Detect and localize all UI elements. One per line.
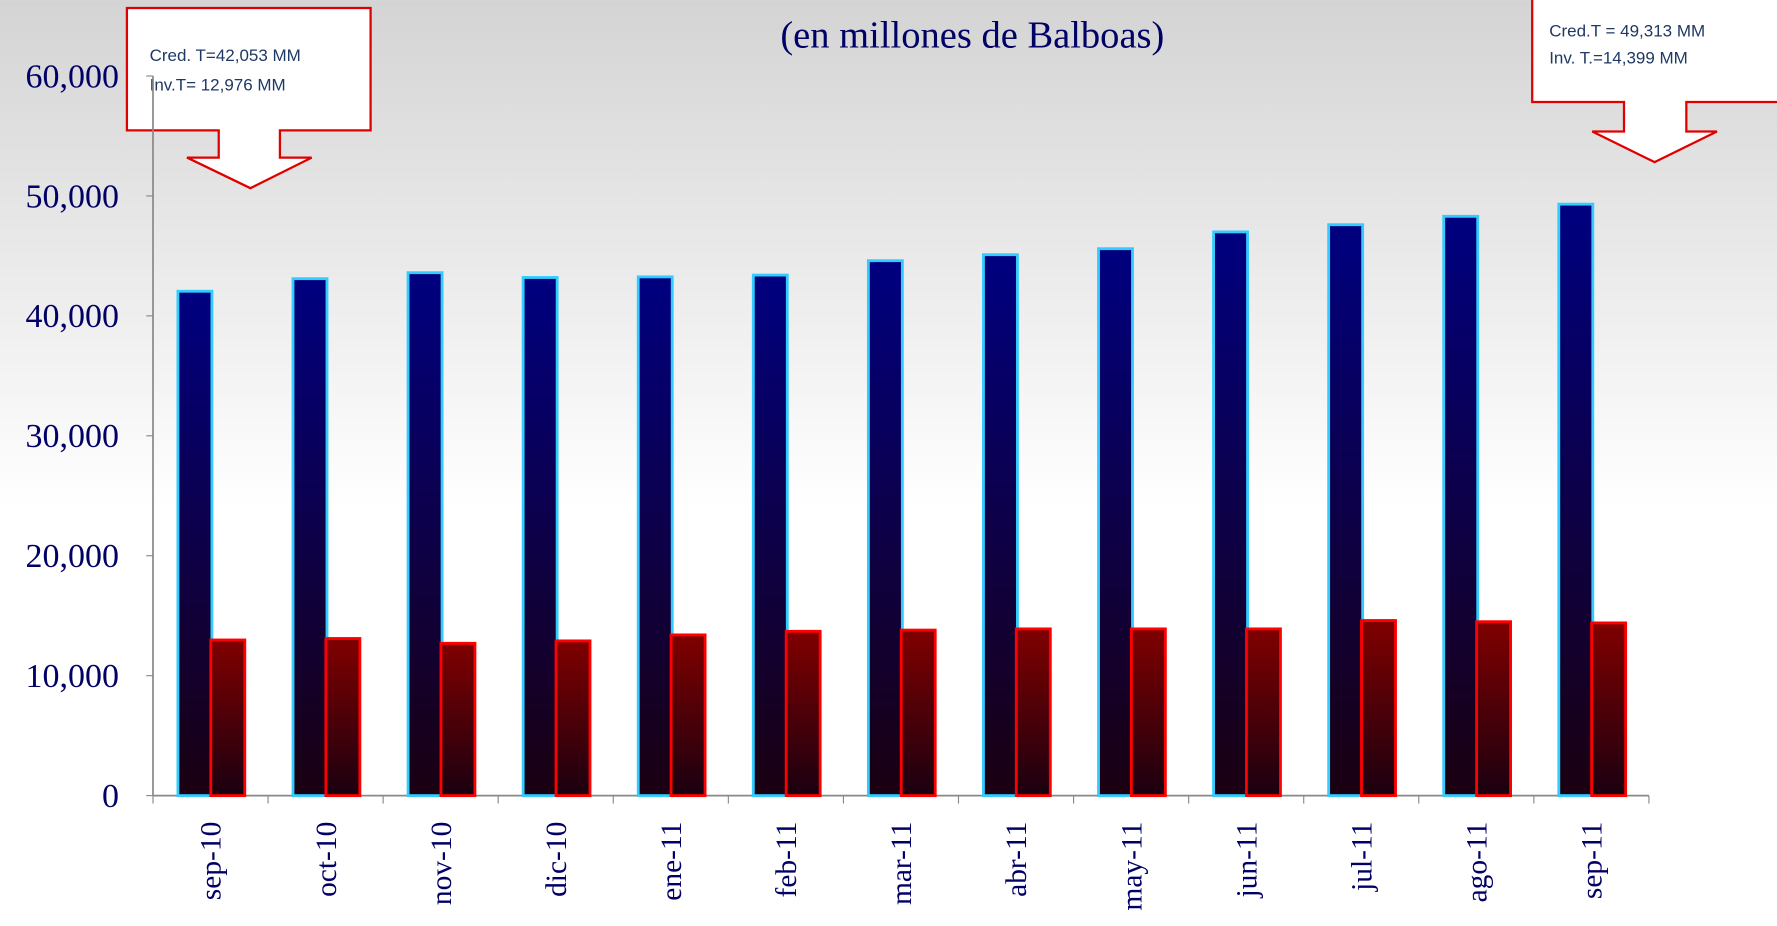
- bar: [1097, 247, 1134, 798]
- bar: [324, 637, 362, 798]
- y-tick-label: 60,000: [26, 58, 119, 95]
- x-tick-label: ene-11: [656, 822, 688, 901]
- x-tick-label: oct-10: [311, 822, 343, 897]
- bar: [982, 253, 1019, 798]
- bar: [1442, 214, 1480, 798]
- bar: [439, 641, 477, 798]
- callout: [1531, 0, 1777, 164]
- bar: [1245, 627, 1282, 798]
- bar: [406, 271, 444, 798]
- bar: [291, 277, 329, 798]
- x-tick-label: feb-11: [771, 822, 803, 898]
- bar: [899, 628, 937, 798]
- bar: [784, 629, 822, 798]
- x-tick-label: sep-10: [196, 822, 228, 901]
- y-tick-label: 10,000: [26, 658, 119, 695]
- bar: [1212, 230, 1249, 798]
- bar: [176, 289, 214, 798]
- y-tick-label: 50,000: [26, 178, 119, 215]
- callout: [125, 6, 372, 190]
- x-tick-label: may-11: [1116, 822, 1148, 911]
- bar: [751, 273, 789, 798]
- x-tick-label: dic-10: [541, 822, 573, 897]
- x-tick-label: jun-11: [1231, 822, 1263, 899]
- x-tick-label: jul-11: [1346, 822, 1378, 892]
- bar: [866, 259, 904, 798]
- annotation: Inv. T.=14,399 MM: [1549, 49, 1688, 68]
- bar: [1590, 621, 1628, 798]
- bar: [636, 275, 674, 798]
- x-tick-label: nov-10: [426, 822, 458, 905]
- y-tick-label: 30,000: [26, 418, 119, 455]
- x-tick-label: sep-11: [1577, 822, 1609, 899]
- bar: [209, 638, 247, 798]
- bar: [554, 639, 592, 798]
- bar: [1475, 620, 1513, 798]
- annotation: Cred. T=42,053 MM: [150, 46, 301, 65]
- bar: [1327, 223, 1365, 798]
- chart-title: (en millones de Balboas): [780, 15, 1164, 57]
- y-tick-label: 40,000: [26, 298, 119, 335]
- annotation: Inv.T= 12,976 MM: [150, 76, 286, 95]
- bar: [521, 276, 559, 798]
- x-tick-label: ago-11: [1462, 822, 1494, 903]
- y-tick-label: 0: [102, 778, 119, 815]
- bar: [1014, 627, 1052, 798]
- x-tick-label: abr-11: [1001, 822, 1033, 897]
- bar: [1360, 619, 1397, 798]
- annotation: Cred.T = 49,313 MM: [1549, 21, 1705, 40]
- y-tick-label: 20,000: [26, 538, 119, 575]
- bar: [1557, 202, 1595, 798]
- bar: [669, 633, 707, 798]
- bar: [1129, 627, 1167, 798]
- x-tick-label: mar-11: [886, 822, 918, 905]
